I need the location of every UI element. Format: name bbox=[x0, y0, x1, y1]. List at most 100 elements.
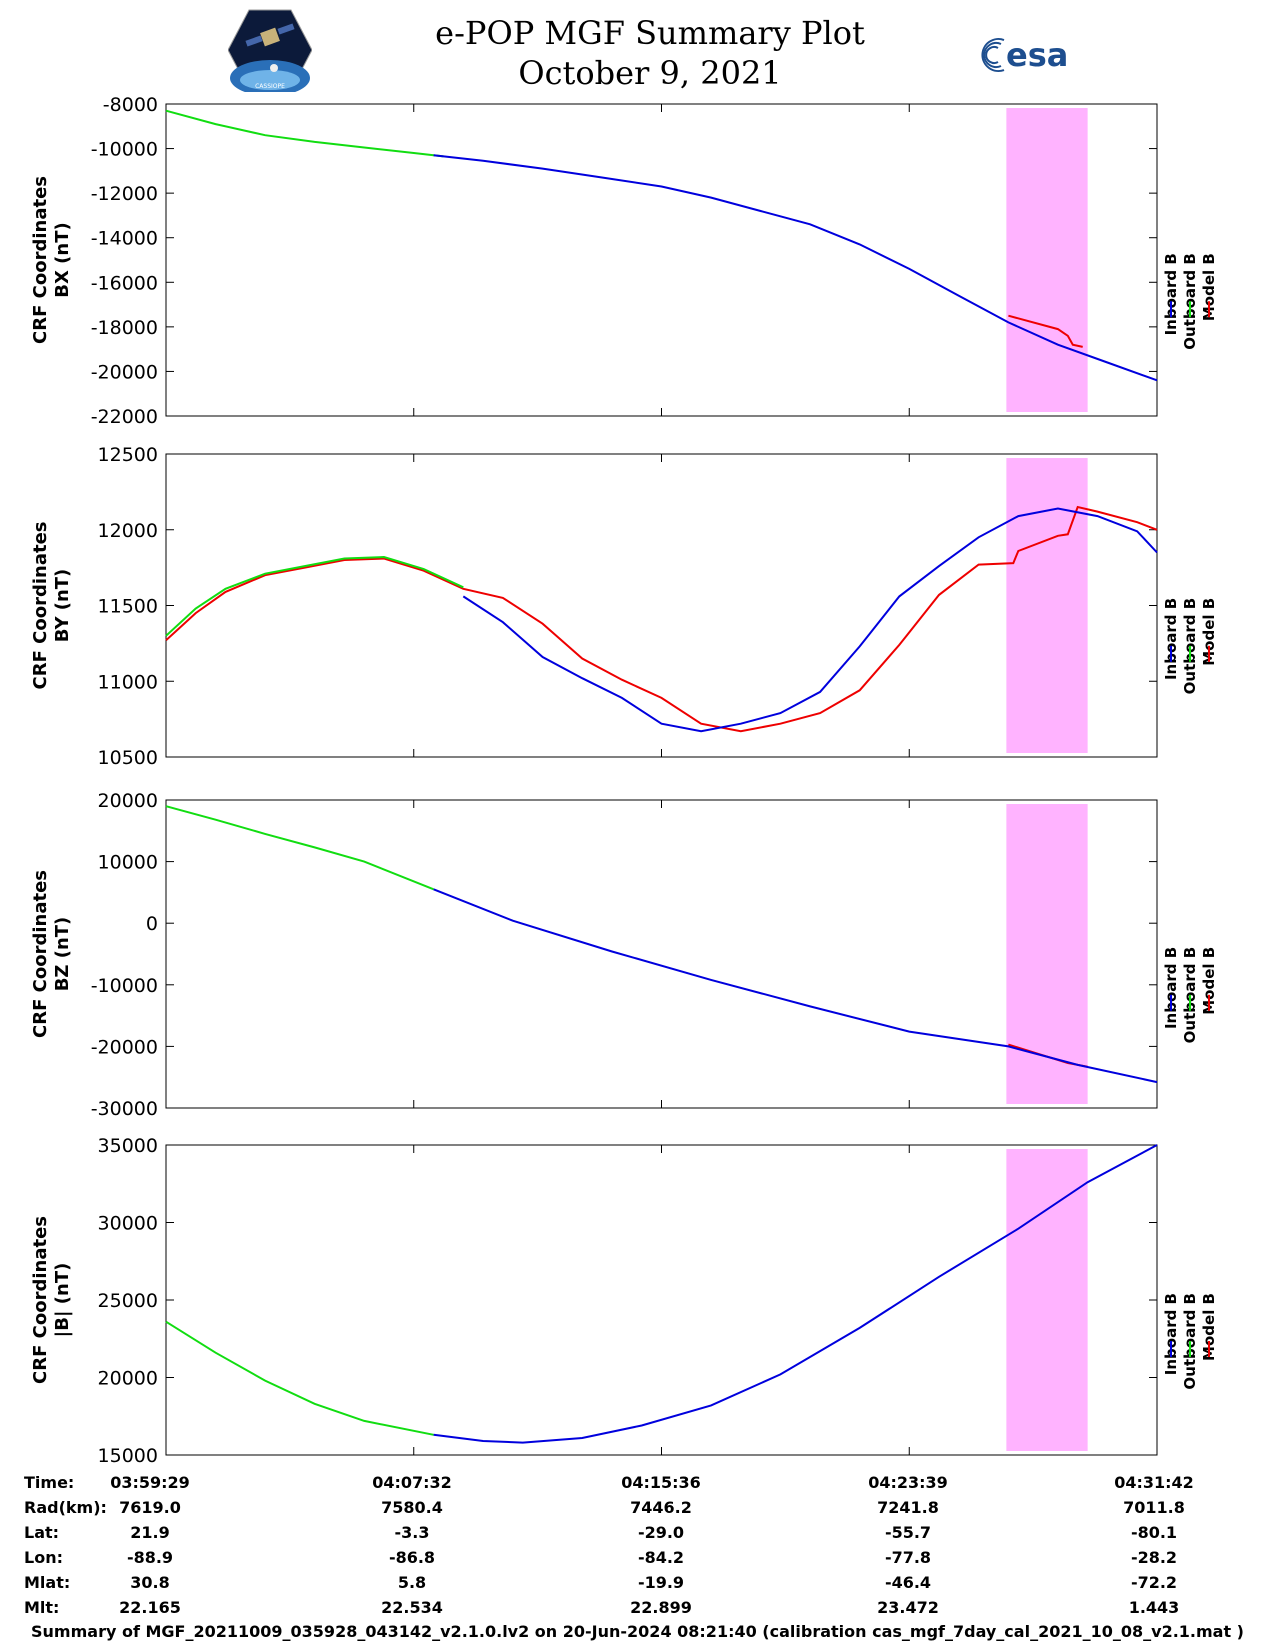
y-tick-label: -10000 bbox=[91, 139, 158, 161]
y-tick-label: 35000 bbox=[98, 1135, 158, 1157]
y-tick-label: -8000 bbox=[103, 94, 158, 116]
esa-logo-text: esa bbox=[1006, 36, 1068, 74]
ephemeris-row-label: Mlt: bbox=[24, 1598, 59, 1617]
ephemeris-value: 04:23:39 bbox=[868, 1473, 948, 1492]
panel-bmag: 35000 30000 25000 20000 15000 CRF Coordinates… bbox=[30, 1135, 1218, 1467]
ephemeris-row-label: Rad(km): bbox=[24, 1498, 107, 1517]
ephemeris-value: 5.8 bbox=[398, 1573, 426, 1592]
legend-label-inboard: Inboard B bbox=[1162, 947, 1180, 1029]
y-tick-label: -16000 bbox=[91, 272, 158, 294]
y-tick-label: 20000 bbox=[98, 790, 158, 812]
outboard-b-line bbox=[165, 805, 434, 891]
legend: Inboard B Outboard B Model B bbox=[1162, 253, 1218, 350]
y-axis-label-line2: BX (nT) bbox=[52, 222, 73, 297]
ephemeris-value: -29.0 bbox=[638, 1523, 684, 1542]
y-axis-label-line1: CRF Coordinates bbox=[30, 870, 51, 1038]
inboard-b-line bbox=[433, 154, 1158, 382]
outboard-b-line bbox=[165, 1320, 434, 1436]
y-axis-label-line1: CRF Coordinates bbox=[30, 176, 51, 344]
y-tick-label: 0 bbox=[146, 913, 158, 935]
ephemeris-value: 7619.0 bbox=[119, 1498, 181, 1517]
ephemeris-value: 1.443 bbox=[1129, 1598, 1180, 1617]
y-axis-label-line1: CRF Coordinates bbox=[30, 522, 51, 690]
y-axis-label-line2: |B| (nT) bbox=[52, 1263, 73, 1338]
outboard-b-line bbox=[165, 555, 464, 637]
y-tick-label: 10000 bbox=[98, 852, 158, 874]
y-tick-label: -12000 bbox=[91, 183, 158, 205]
ephemeris-value: -86.8 bbox=[389, 1548, 435, 1567]
y-tick-label: -14000 bbox=[91, 228, 158, 250]
outboard-b-line bbox=[165, 109, 444, 158]
legend-label-model: Model B bbox=[1200, 253, 1218, 321]
y-axis-label-line1: CRF Coordinates bbox=[30, 1216, 51, 1384]
y-tick-label: -20000 bbox=[91, 361, 158, 383]
highlight-region bbox=[1006, 458, 1088, 753]
ephemeris-value: 22.165 bbox=[119, 1598, 181, 1617]
legend-label-inboard: Inboard B bbox=[1162, 598, 1180, 680]
panel-bz: 20000 10000 0 -10000 -20000 -30000 CRF Coordin… bbox=[30, 790, 1218, 1120]
ephemeris-value: 03:59:29 bbox=[110, 1473, 190, 1492]
legend-label-inboard: Inboard B bbox=[1162, 1293, 1180, 1375]
ephemeris-row-label: Time: bbox=[24, 1473, 74, 1492]
inboard-b-line bbox=[462, 507, 1158, 733]
ephemeris-value: -88.9 bbox=[127, 1548, 173, 1567]
highlight-region bbox=[1006, 804, 1088, 1104]
ephemeris-row-label: Mlat: bbox=[24, 1573, 70, 1592]
y-tick-label: 10500 bbox=[98, 747, 158, 769]
ephemeris-value: 04:31:42 bbox=[1114, 1473, 1194, 1492]
ephemeris-value: -3.3 bbox=[395, 1523, 430, 1542]
ephemeris-row-label: Lat: bbox=[24, 1523, 59, 1542]
ephemeris-value: 7011.8 bbox=[1123, 1498, 1185, 1517]
ephemeris-value: 30.8 bbox=[130, 1573, 169, 1592]
inboard-b-line bbox=[433, 1144, 1158, 1444]
highlight-region bbox=[1006, 108, 1088, 412]
ephemeris-row-label: Lon: bbox=[24, 1548, 63, 1567]
ephemeris-value: 23.472 bbox=[877, 1598, 939, 1617]
panel-by: 12500 12000 11500 11000 10500 CRF Coordinates… bbox=[30, 444, 1218, 769]
ephemeris-value: -55.7 bbox=[885, 1523, 931, 1542]
panel-bx: -8000 -10000 -12000 -14000 -16000 -18000 -2000… bbox=[30, 94, 1218, 428]
highlight-region bbox=[1006, 1149, 1088, 1451]
y-tick-label: -22000 bbox=[91, 406, 158, 428]
ephemeris-value: -84.2 bbox=[638, 1548, 684, 1567]
plot-title: e-POP MGF Summary Plot bbox=[435, 14, 865, 52]
legend: Inboard B Outboard B Model B bbox=[1162, 947, 1218, 1044]
ephemeris-value: -80.1 bbox=[1131, 1523, 1177, 1542]
y-tick-label: -30000 bbox=[91, 1098, 158, 1120]
ephemeris-value: -28.2 bbox=[1131, 1548, 1177, 1567]
legend-label-model: Model B bbox=[1200, 1293, 1218, 1361]
y-tick-label: -10000 bbox=[91, 975, 158, 997]
y-tick-label: 12500 bbox=[98, 444, 158, 466]
ephemeris-value: 7241.8 bbox=[877, 1498, 939, 1517]
legend: Inboard B Outboard B Model B bbox=[1162, 598, 1218, 695]
footer-summary: Summary of MGF_20211009_035928_043142_v2… bbox=[31, 1622, 1244, 1641]
ephemeris-value: -72.2 bbox=[1131, 1573, 1177, 1592]
ephemeris-value: 7580.4 bbox=[381, 1498, 443, 1517]
y-tick-label: -20000 bbox=[91, 1036, 158, 1058]
cassiope-mission-logo: CASSIOPE bbox=[228, 9, 312, 92]
inboard-b-line bbox=[433, 888, 1158, 1084]
y-axis-label-line2: BZ (nT) bbox=[52, 917, 73, 992]
ephemeris-value: -77.8 bbox=[885, 1548, 931, 1567]
model-b-line bbox=[1008, 314, 1083, 348]
ephemeris-value: 22.534 bbox=[381, 1598, 443, 1617]
y-tick-label: 15000 bbox=[98, 1445, 158, 1467]
plot-date: October 9, 2021 bbox=[518, 54, 782, 92]
ephemeris-value: 22.899 bbox=[630, 1598, 692, 1617]
ephemeris-value: 04:15:36 bbox=[621, 1473, 701, 1492]
cassiope-logo-label: CASSIOPE bbox=[255, 83, 285, 90]
esa-logo: esa bbox=[981, 36, 1068, 74]
y-tick-label: 20000 bbox=[98, 1368, 158, 1390]
y-tick-label: 30000 bbox=[98, 1213, 158, 1235]
legend-label-model: Model B bbox=[1200, 947, 1218, 1015]
y-tick-label: -18000 bbox=[91, 317, 158, 339]
y-axis-label-line2: BY (nT) bbox=[52, 569, 73, 643]
legend: Inboard B Outboard B Model B bbox=[1162, 1293, 1218, 1390]
ephemeris-value: 7446.2 bbox=[630, 1498, 692, 1517]
y-tick-label: 12000 bbox=[98, 520, 158, 542]
y-tick-label: 11000 bbox=[98, 671, 158, 693]
ephemeris-table: Time: Rad(km): Lat: Lon: Mlat: Mlt: 03:59:29 7… bbox=[24, 1473, 1194, 1617]
ephemeris-value: 04:07:32 bbox=[372, 1473, 452, 1492]
y-tick-label: 25000 bbox=[98, 1290, 158, 1312]
